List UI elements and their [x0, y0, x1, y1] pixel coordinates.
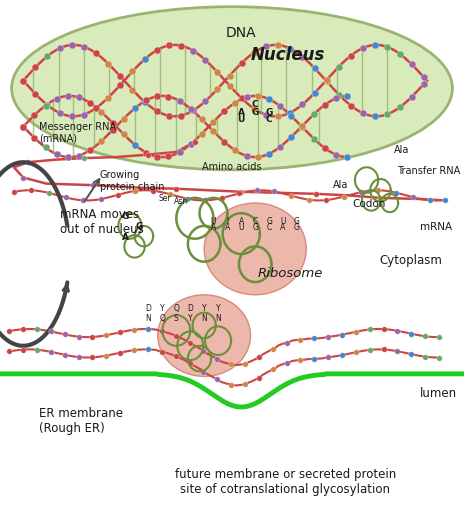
Text: Amino acids: Amino acids — [202, 162, 262, 172]
Text: N: N — [146, 314, 151, 323]
Ellipse shape — [204, 204, 306, 295]
Text: G: G — [266, 217, 272, 226]
Text: DNA: DNA — [226, 26, 256, 40]
Text: N: N — [201, 314, 207, 323]
Text: G: G — [265, 107, 273, 117]
FancyArrowPatch shape — [85, 180, 99, 201]
Text: lumen: lumen — [420, 386, 457, 400]
Text: S: S — [174, 314, 179, 323]
Text: future membrane or secreted protein
site of cotranslational glycosylation: future membrane or secreted protein site… — [175, 467, 396, 495]
Text: A: A — [122, 232, 129, 241]
Text: ER membrane
(Rough ER): ER membrane (Rough ER) — [39, 406, 123, 434]
Text: G: G — [294, 217, 300, 226]
Text: A: A — [281, 223, 286, 232]
Ellipse shape — [11, 8, 452, 171]
Text: Asn: Asn — [174, 196, 188, 206]
Text: C: C — [252, 100, 258, 109]
Text: A: A — [238, 107, 245, 117]
Text: C: C — [253, 217, 258, 226]
Text: C: C — [266, 115, 273, 124]
Text: Ribosome: Ribosome — [257, 267, 323, 280]
Text: mRNA: mRNA — [420, 221, 452, 232]
Ellipse shape — [158, 295, 251, 377]
Text: U: U — [280, 217, 286, 226]
Text: Q: Q — [159, 314, 165, 323]
Text: D: D — [146, 303, 151, 313]
Text: U: U — [238, 223, 244, 232]
Text: G: G — [136, 222, 143, 231]
Text: Q: Q — [173, 303, 179, 313]
Text: G: G — [252, 107, 259, 117]
Text: A: A — [239, 217, 244, 226]
Text: Nucleus: Nucleus — [250, 45, 325, 64]
Text: Ser: Ser — [158, 194, 171, 203]
Text: I: I — [226, 217, 228, 226]
Text: U: U — [237, 115, 245, 124]
Text: G: G — [252, 223, 258, 232]
Text: Cytoplasm: Cytoplasm — [379, 253, 442, 266]
Text: U: U — [211, 217, 216, 226]
Text: A: A — [211, 223, 216, 232]
Text: A: A — [225, 223, 230, 232]
Text: Ala: Ala — [394, 145, 409, 155]
Text: Y: Y — [202, 303, 207, 313]
Text: N: N — [215, 314, 221, 323]
Text: C: C — [266, 223, 272, 232]
Text: Messenger RNA
(mRNA): Messenger RNA (mRNA) — [39, 122, 117, 143]
Text: Y: Y — [188, 314, 192, 323]
Text: G: G — [294, 223, 300, 232]
Text: D: D — [187, 303, 193, 313]
Text: Ala: Ala — [333, 179, 349, 189]
Text: Transfer RNA: Transfer RNA — [397, 165, 460, 176]
Text: Y: Y — [160, 303, 165, 313]
Text: Growing
protein chain: Growing protein chain — [100, 170, 164, 191]
Text: Y: Y — [216, 303, 220, 313]
Text: mRNA moves
out of nucleus: mRNA moves out of nucleus — [60, 208, 144, 235]
Text: G: G — [122, 212, 129, 221]
Text: Codon: Codon — [352, 199, 385, 209]
